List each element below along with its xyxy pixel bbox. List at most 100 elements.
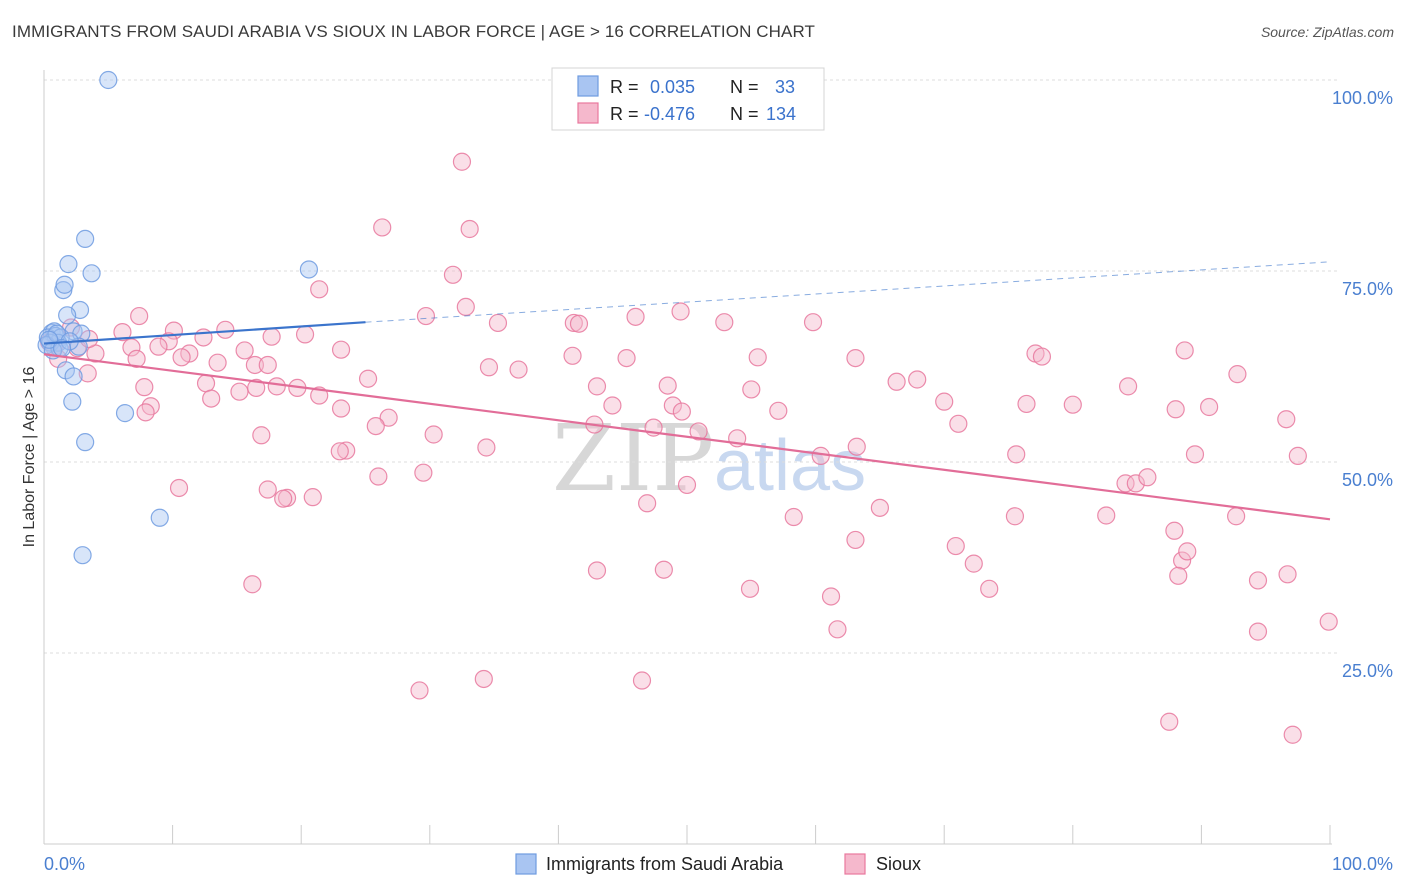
point-sioux xyxy=(267,377,286,396)
point-sioux xyxy=(748,348,767,367)
point-sioux xyxy=(310,280,329,299)
point-sioux xyxy=(258,355,277,375)
point-sioux xyxy=(564,313,583,333)
legend-n-value-2: 134 xyxy=(766,104,796,124)
point-saudi-arabia xyxy=(299,260,319,279)
point-sioux xyxy=(742,380,761,399)
point-sioux xyxy=(172,348,191,367)
point-sioux xyxy=(654,560,673,579)
point-sioux xyxy=(1283,725,1302,744)
point-sioux xyxy=(1228,365,1247,384)
point-sioux xyxy=(1227,507,1246,526)
point-saudi-arabia xyxy=(115,404,135,423)
point-sioux xyxy=(1166,400,1185,419)
point-sioux xyxy=(122,338,141,357)
point-saudi-arabia xyxy=(82,264,101,283)
point-sioux xyxy=(1169,566,1188,585)
point-sioux xyxy=(295,325,315,344)
legend-swatch-sioux xyxy=(577,102,599,124)
point-sioux xyxy=(1173,551,1192,570)
point-sioux xyxy=(828,620,847,639)
point-sioux xyxy=(1118,377,1138,396)
point-sioux xyxy=(740,579,760,598)
point-sioux xyxy=(369,467,388,486)
point-sioux xyxy=(1319,612,1338,631)
point-sioux xyxy=(1032,347,1052,366)
point-sioux xyxy=(715,313,734,332)
watermark-atlas: atlas xyxy=(714,426,866,506)
trend-line-saudi-arabia-extrapolated xyxy=(365,261,1331,323)
point-sioux xyxy=(689,422,708,441)
point-sioux xyxy=(658,376,677,395)
point-saudi-arabia xyxy=(76,229,95,249)
legend-r-label-2: R = xyxy=(610,104,639,124)
y-tick-label: 75.0% xyxy=(1342,279,1393,299)
point-sioux xyxy=(460,219,479,239)
y-tick-label: 100.0% xyxy=(1332,88,1393,108)
legend-swatch-saudi xyxy=(577,75,599,97)
point-sioux xyxy=(1200,397,1219,417)
point-sioux xyxy=(456,297,475,317)
point-sioux xyxy=(509,360,528,379)
point-sioux xyxy=(252,426,271,445)
point-sioux xyxy=(235,341,254,360)
point-sioux xyxy=(821,587,841,606)
point-sioux xyxy=(479,358,499,377)
point-sioux xyxy=(303,488,322,507)
point-sioux xyxy=(632,671,652,690)
point-sioux xyxy=(262,327,281,346)
y-tick-label: 25.0% xyxy=(1342,661,1393,681)
bottom-legend-swatch-saudi xyxy=(515,853,537,875)
series-legend: Immigrants from Saudi Arabia Sioux xyxy=(515,853,921,875)
point-sioux xyxy=(1175,341,1194,360)
point-sioux xyxy=(563,346,582,365)
point-sioux xyxy=(414,463,433,482)
point-sioux xyxy=(410,681,429,700)
point-saudi-arabia xyxy=(150,508,169,527)
point-sioux xyxy=(1278,565,1297,584)
tick-labels: 25.0% 50.0% 75.0% 100.0% 0.0% 100.0% xyxy=(44,88,1393,874)
correlation-legend: R = 0.035 N = 33 R = -0.476 N = 134 xyxy=(551,67,825,131)
point-sioux xyxy=(1165,521,1184,540)
point-sioux xyxy=(208,353,227,372)
point-sioux xyxy=(78,364,97,383)
point-saudi-arabia xyxy=(63,392,82,411)
point-sioux xyxy=(1126,474,1145,493)
point-sioux xyxy=(1178,542,1197,561)
point-sioux xyxy=(477,438,496,457)
point-sioux xyxy=(331,399,351,418)
point-saudi-arabia xyxy=(59,255,78,274)
legend-n-label-2: N = xyxy=(730,104,759,124)
point-saudi-arabia xyxy=(76,433,95,452)
point-sioux xyxy=(373,218,392,237)
point-sioux xyxy=(136,403,155,422)
gridlines xyxy=(44,79,1338,654)
bottom-legend-label-sioux: Sioux xyxy=(876,854,921,874)
point-sioux xyxy=(443,265,463,284)
point-sioux xyxy=(416,306,436,326)
point-sioux xyxy=(1116,474,1135,493)
point-sioux xyxy=(169,478,189,498)
point-sioux xyxy=(638,494,657,513)
point-sioux xyxy=(358,369,378,388)
point-sioux xyxy=(935,392,954,411)
point-sioux xyxy=(216,320,235,339)
point-sioux xyxy=(964,554,983,573)
point-saudi-arabia xyxy=(55,275,74,294)
legend-n-label-1: N = xyxy=(730,77,759,97)
point-sioux xyxy=(245,355,265,375)
point-sioux xyxy=(135,378,154,397)
point-sioux xyxy=(159,332,178,351)
point-sioux xyxy=(488,313,508,333)
bottom-legend-label-saudi: Immigrants from Saudi Arabia xyxy=(546,854,784,874)
point-sioux xyxy=(331,340,351,359)
point-sioux xyxy=(569,314,589,333)
point-sioux xyxy=(452,152,472,171)
point-saudi-arabia xyxy=(58,306,77,325)
point-sioux xyxy=(1097,506,1116,525)
point-sioux xyxy=(846,348,865,368)
point-sioux xyxy=(677,475,697,495)
trend-line-sioux xyxy=(43,353,1331,521)
data-points xyxy=(37,70,1338,744)
point-sioux xyxy=(870,498,890,517)
